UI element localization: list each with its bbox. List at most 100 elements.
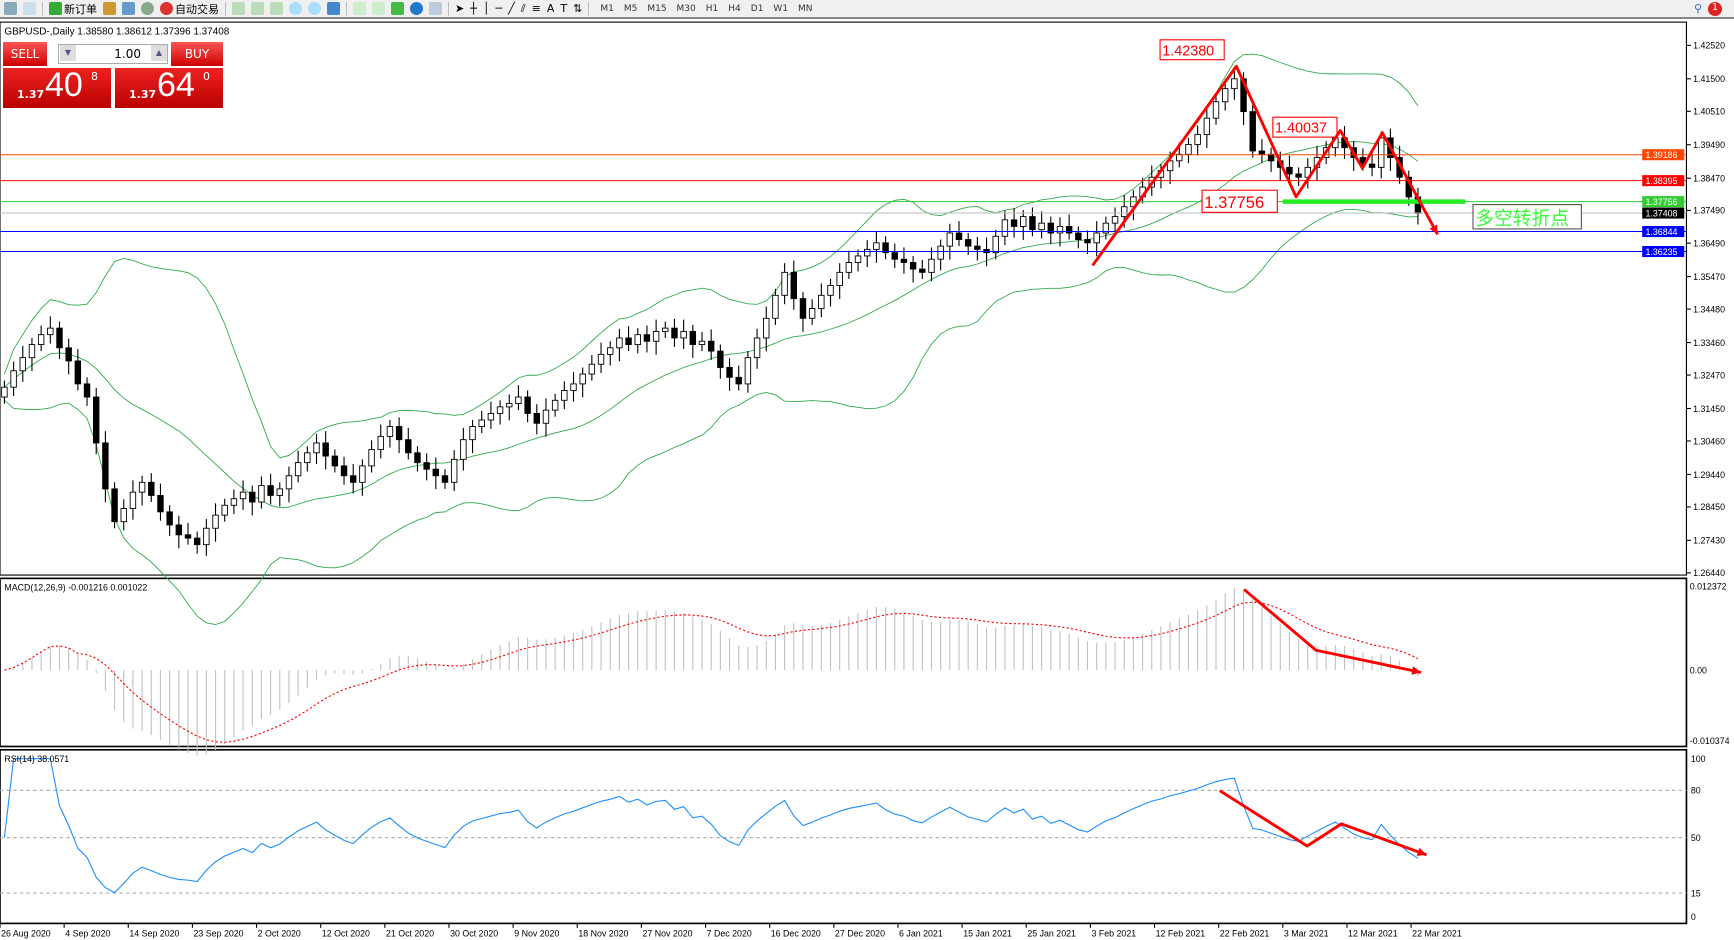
candle-body: [836, 271, 843, 286]
candle: [1286, 155, 1293, 181]
timeframe-D1[interactable]: D1: [750, 3, 764, 14]
tile-windows-icon[interactable]: [327, 2, 340, 15]
text-label-tool[interactable]: T: [560, 2, 568, 15]
candle-body: [946, 232, 954, 247]
new-order-label: 新订单: [64, 2, 97, 16]
candle: [1212, 95, 1220, 125]
candle: [1249, 102, 1256, 158]
lot-size-input[interactable]: 1.00: [58, 44, 168, 64]
macd-divergence-arrow-head: [1411, 666, 1422, 675]
candle-body: [607, 347, 614, 355]
candle: [19, 345, 26, 382]
vertical-line-tool[interactable]: │: [482, 2, 490, 15]
timeframe-M15[interactable]: M15: [647, 3, 667, 14]
bar-chart-icon[interactable]: [232, 2, 245, 15]
zoom-icon[interactable]: [23, 2, 36, 15]
candle: [506, 394, 513, 421]
candle: [157, 483, 164, 521]
periods-icon[interactable]: [410, 2, 423, 15]
candle-body: [744, 357, 752, 385]
candle-body: [643, 334, 651, 342]
candle: [974, 236, 981, 261]
zoom-out-icon[interactable]: [308, 2, 321, 15]
candle: [276, 482, 283, 507]
buy-button[interactable]: BUY: [171, 42, 223, 66]
candle-body: [551, 399, 559, 411]
arrows-tool[interactable]: ⇅: [573, 2, 583, 15]
annotation-box: [1201, 189, 1278, 213]
candle-body: [28, 344, 36, 359]
timeframe-MN[interactable]: MN: [798, 3, 813, 14]
x-tick-label: 3 Feb 2021: [1091, 929, 1136, 939]
candle-body: [322, 442, 329, 457]
annotation-label: 1.37756: [1204, 193, 1264, 212]
trendline-tool[interactable]: ╱: [508, 2, 515, 15]
autoscroll-icon[interactable]: [353, 2, 366, 15]
templates-icon[interactable]: [429, 2, 442, 15]
horizontal-line-tool[interactable]: ─: [495, 2, 503, 15]
x-tick-label: 21 Oct 2020: [386, 929, 434, 939]
candle: [230, 489, 238, 515]
new-chart-icon[interactable]: [4, 2, 17, 15]
auto-trading-button[interactable]: 自动交易: [160, 1, 219, 17]
new-order-button[interactable]: 新订单: [49, 1, 97, 17]
y-tick-label: 1.30460: [1693, 436, 1725, 446]
candle-body: [873, 242, 880, 250]
y-tick-label: 1.35470: [1693, 272, 1725, 282]
text-tool[interactable]: A: [546, 2, 555, 15]
lot-decrease-button[interactable]: ▼: [60, 45, 76, 61]
y-tick-label: 1.39490: [1693, 140, 1725, 150]
candle-body: [350, 475, 357, 483]
timeframe-M30[interactable]: M30: [676, 3, 696, 14]
sell-button[interactable]: SELL: [3, 42, 47, 66]
timeframe-H4[interactable]: H4: [728, 3, 741, 14]
signals-icon[interactable]: [141, 2, 154, 15]
candle: [65, 338, 72, 375]
x-tick-label: 7 Dec 2020: [707, 929, 752, 939]
candle-body: [1212, 101, 1220, 119]
candle: [1084, 230, 1091, 254]
cursor-tool[interactable]: ➤: [455, 2, 465, 15]
crosshair-tool[interactable]: ┼: [470, 2, 477, 15]
indicators-icon[interactable]: [391, 2, 404, 15]
notifications-badge[interactable]: 1: [1708, 1, 1722, 16]
candle: [193, 531, 201, 554]
candle-body: [808, 308, 816, 319]
candle-body: [1121, 206, 1128, 218]
navigator-icon[interactable]: [103, 2, 116, 15]
sell-price-point: 8: [91, 70, 98, 83]
x-tick-label: 4 Sep 2020: [65, 929, 110, 939]
fibonacci-tool[interactable]: ≡: [531, 2, 541, 15]
candle-body: [193, 537, 201, 546]
timeframe-M5[interactable]: M5: [623, 3, 638, 14]
candle: [395, 417, 403, 454]
search-icon[interactable]: ⚲: [1693, 2, 1702, 15]
candle-body: [460, 439, 467, 460]
candle: [542, 398, 550, 437]
buy-price[interactable]: 1.37 64 0: [115, 66, 223, 108]
sell-price-prefix: 1.37: [17, 88, 45, 101]
timeframe-W1[interactable]: W1: [773, 3, 789, 14]
chart-shift-icon[interactable]: [372, 2, 385, 15]
y-tick-label: 1.41500: [1693, 74, 1725, 84]
lot-increase-button[interactable]: ▲: [151, 45, 167, 61]
annotation-label: 1.42380: [1162, 43, 1214, 59]
candlestick-icon[interactable]: [251, 2, 264, 15]
candle-body: [1056, 225, 1064, 234]
timeframe-M1[interactable]: M1: [600, 3, 614, 14]
candle-body: [955, 232, 963, 240]
candle-body: [1111, 216, 1119, 224]
sell-price[interactable]: 1.37 40 8: [3, 66, 111, 108]
zoom-in-icon[interactable]: [289, 2, 302, 15]
channel-tool[interactable]: ⫽: [520, 1, 526, 15]
terminal-icon[interactable]: [122, 2, 135, 15]
rsi-line: [3, 758, 1419, 894]
timeframe-H1[interactable]: H1: [705, 3, 719, 14]
line-chart-icon[interactable]: [270, 2, 283, 15]
level-label-bg: [1642, 175, 1685, 187]
candle-body: [515, 396, 522, 405]
candle-body: [616, 337, 623, 349]
rsi-tick-label: 0: [1691, 912, 1696, 922]
candle-body: [1295, 173, 1302, 178]
